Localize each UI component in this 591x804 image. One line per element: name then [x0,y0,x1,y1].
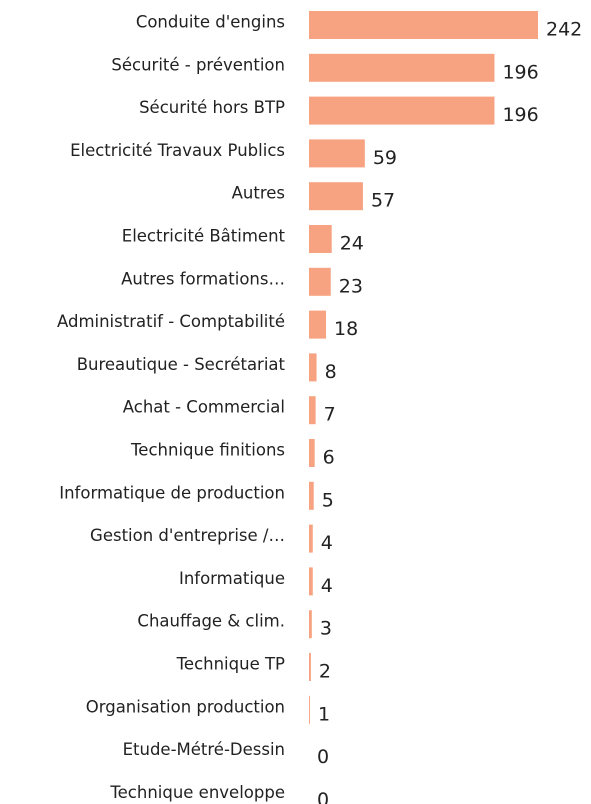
category-label: Administratif - Comptabilité [57,312,285,331]
category-label: Technique TP [176,655,285,674]
value-label: 5 [322,489,334,511]
category-label: Technique finitions [130,441,285,460]
category-label: Electricité Travaux Publics [70,141,285,160]
bar [309,225,332,253]
category-label: Autres formations… [121,269,285,288]
bar [309,11,538,39]
category-label: Organisation production [86,697,285,716]
bar [309,439,315,467]
bar [309,96,495,125]
bar [309,481,314,510]
category-label: Technique enveloppe [109,783,285,802]
value-label: 242 [546,19,582,41]
value-label: 24 [340,233,364,255]
category-label: Gestion d'entreprise /… [90,526,285,545]
bar [309,353,317,382]
category-label: Etude-Métré-Dessin [123,740,285,759]
category-label: Electricité Bâtiment [122,227,286,246]
bar [309,695,310,724]
category-label: Informatique de production [59,483,285,502]
bar [309,53,495,82]
value-label: 2 [319,661,331,683]
value-label: 59 [373,147,397,169]
category-label: Achat - Commercial [123,398,285,417]
category-label: Autres [232,184,285,203]
value-label: 4 [321,532,333,554]
bar [309,396,316,425]
category-label: Sécurité hors BTP [139,98,285,117]
value-label: 18 [334,318,358,340]
bar [309,524,313,553]
value-label: 3 [320,618,332,640]
value-label: 4 [321,575,333,597]
value-label: 23 [339,275,363,297]
bar [309,139,365,168]
category-label: Bureautique - Secrétariat [77,355,286,374]
category-label: Sécurité - prévention [111,55,285,74]
value-label: 0 [317,789,329,804]
bar [309,267,331,296]
value-label: 0 [317,746,329,768]
value-label: 7 [324,404,336,426]
value-label: 57 [371,190,395,212]
bar [309,182,363,211]
value-label: 1 [318,703,330,725]
value-label: 6 [323,447,335,469]
category-label: Informatique [179,569,285,588]
bar [309,653,311,681]
value-label: 8 [325,361,337,383]
value-label: 196 [502,104,538,126]
value-label: 196 [502,61,538,83]
category-label: Chauffage & clim. [137,612,285,631]
bar [309,567,313,596]
bar [309,610,312,639]
category-label: Conduite d'engins [136,13,285,32]
bar [309,310,327,339]
